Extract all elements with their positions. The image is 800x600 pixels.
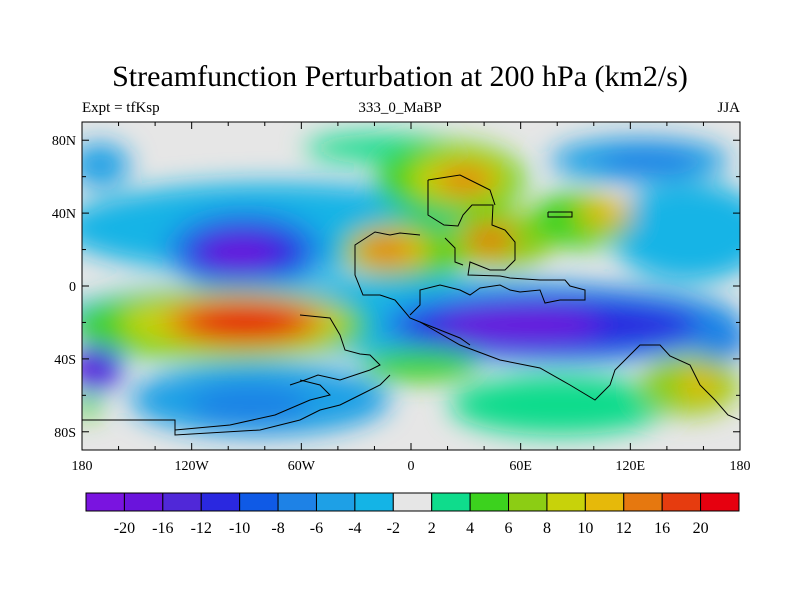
x-tick-label: 180 xyxy=(72,459,93,474)
axes: 180 120W 60W 0 60E 120E 180 80N 40N 0 40S 80S xyxy=(52,122,751,474)
x-tick-label: 60W xyxy=(288,459,316,474)
field-ssouth-low-core xyxy=(190,385,310,425)
colorbar-label: 20 xyxy=(693,520,709,537)
field-asia-orange xyxy=(466,225,514,255)
field-sw-corner-green xyxy=(82,393,100,417)
colorbar-swatch xyxy=(469,492,510,512)
coast-africa xyxy=(354,231,471,346)
colorbar-label: 16 xyxy=(654,520,670,537)
field-atlantic-red xyxy=(361,238,409,262)
colorbar-swatch xyxy=(546,492,586,512)
field-eastasia-yellow xyxy=(577,200,633,228)
colorbar-label: 8 xyxy=(543,520,551,537)
colorbar-swatch xyxy=(700,492,740,512)
colorbar-swatch xyxy=(239,492,279,512)
colorbar-swatch xyxy=(277,492,317,512)
y-tick-label: 0 xyxy=(69,280,76,295)
field-sw-purple xyxy=(82,356,106,380)
field-namerica-low-core xyxy=(202,238,278,270)
colorbar-swatch xyxy=(123,492,164,512)
colorbar-swatch xyxy=(508,492,548,512)
x-tick-label: 180 xyxy=(730,459,751,474)
colorbar-label: 6 xyxy=(505,520,513,537)
coast-samerica xyxy=(289,314,381,386)
coast-africa-east xyxy=(444,237,464,266)
colorbar-label: 10 xyxy=(577,520,593,537)
colorbar-label: -20 xyxy=(114,520,135,537)
right-subtitle: JJA xyxy=(717,100,740,116)
colorbar-label: -4 xyxy=(348,520,361,537)
color-field xyxy=(82,134,740,436)
y-tick-label: 40S xyxy=(54,353,76,368)
colorbar-swatch xyxy=(162,492,202,512)
colorbar-swatch xyxy=(200,492,241,512)
field-ocean-low-core xyxy=(440,307,600,343)
colorbar-swatch xyxy=(392,492,433,512)
coast-eurasia xyxy=(409,180,586,316)
colorbar-swatch xyxy=(85,492,125,512)
coast-north-islands xyxy=(547,211,573,218)
colorbar: -20 -16 -12 -10 -8 -6 -4 -2 2 4 6 8 10 12 16 20 xyxy=(85,492,740,537)
colorbar-label: -8 xyxy=(271,520,284,537)
colorbar-label: 12 xyxy=(616,520,632,537)
coast-north-atlantic xyxy=(427,174,496,206)
chart-title: Streamfunction Perturbation at 200 hPa (… xyxy=(112,60,688,93)
field-epacific-cyan xyxy=(690,320,740,360)
colorbar-swatch xyxy=(354,492,394,512)
x-tick-label: 0 xyxy=(408,459,415,474)
y-tick-label: 40N xyxy=(52,207,76,222)
field-south-green2 xyxy=(450,375,670,435)
colorbar-label: 4 xyxy=(466,520,474,537)
colorbar-label: -12 xyxy=(191,520,212,537)
x-tick-label: 60E xyxy=(509,459,532,474)
colorbar-label: -16 xyxy=(152,520,173,537)
field-spacific-red xyxy=(185,304,305,340)
field-ne-top-blue xyxy=(600,148,700,176)
colorbar-label: -2 xyxy=(387,520,400,537)
y-tick-label: 80N xyxy=(52,134,76,149)
colorbar-swatch xyxy=(623,492,663,512)
center-subtitle: 333_0_MaBP xyxy=(358,100,442,116)
coast-antarctica xyxy=(82,374,391,436)
field-northeast-cyan xyxy=(610,182,740,282)
colorbar-label: -10 xyxy=(229,520,250,537)
left-subtitle: Expt = tfKsp xyxy=(82,100,160,116)
field-south-green xyxy=(360,349,480,381)
coast-ocean-shelf xyxy=(419,321,740,421)
colorbar-swatch xyxy=(315,492,356,512)
coastlines xyxy=(82,174,740,436)
colorbar-swatch xyxy=(661,492,702,512)
y-tick-label: 80S xyxy=(54,426,76,441)
field-europe-orange xyxy=(437,167,493,193)
x-tick-label: 120E xyxy=(616,459,646,474)
x-tick-label: 120W xyxy=(175,459,210,474)
colorbar-swatch xyxy=(431,492,471,512)
coast-antarctica-inner xyxy=(174,379,331,431)
colorbar-swatch xyxy=(584,492,625,512)
field-nw-cyan xyxy=(82,143,130,187)
colorbar-label: -6 xyxy=(310,520,323,537)
colorbar-label: 2 xyxy=(428,520,436,537)
